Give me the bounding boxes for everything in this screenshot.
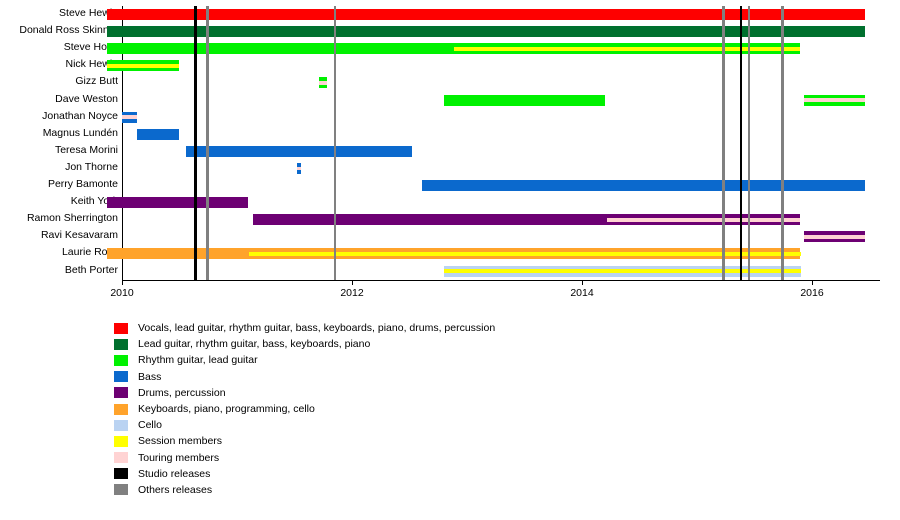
membership-bar <box>107 26 865 38</box>
x-axis-tick <box>582 280 583 285</box>
touring-member-stripe <box>296 166 302 171</box>
touring-member-stripe <box>607 217 801 222</box>
legend-color-swatch <box>114 484 128 496</box>
legend-color-swatch <box>114 419 128 431</box>
member-label: Steve Hove <box>63 41 118 54</box>
legend: Vocals, lead guitar, rhythm guitar, bass… <box>114 320 495 498</box>
member-label: Teresa Morini <box>54 143 118 156</box>
legend-item-label: Vocals, lead guitar, rhythm guitar, bass… <box>138 322 496 335</box>
legend-item-label: Studio releases <box>138 467 211 480</box>
legend-color-swatch <box>114 435 128 447</box>
legend-item: Studio releases <box>114 466 495 482</box>
membership-bar <box>107 197 249 209</box>
legend-item-label: Session members <box>138 435 223 448</box>
x-axis-tick <box>352 280 353 285</box>
x-axis-tick <box>122 280 123 285</box>
member-label: Ravi Kesavaram <box>40 229 118 242</box>
legend-color-swatch <box>114 452 128 464</box>
legend-item-label: Cello <box>138 419 162 432</box>
touring-member-stripe <box>318 81 327 85</box>
member-label: Beth Porter <box>64 263 118 276</box>
member-label: Steve Hewitt <box>59 7 118 19</box>
legend-item-label: Others releases <box>138 483 213 496</box>
legend-item: Touring members <box>114 450 495 466</box>
session-member-stripe <box>248 252 801 256</box>
membership-bar <box>422 180 865 192</box>
legend-item-label: Keyboards, piano, programming, cello <box>138 403 315 416</box>
legend-color-swatch <box>114 354 128 366</box>
member-label: Jonathan Noyce <box>42 109 118 122</box>
legend-item: Keyboards, piano, programming, cello <box>114 401 495 417</box>
legend-item: Vocals, lead guitar, rhythm guitar, bass… <box>114 320 495 336</box>
touring-member-stripe <box>122 115 137 119</box>
others-release-line <box>747 6 751 280</box>
legend-color-swatch <box>114 371 128 383</box>
member-label: Donald Ross Skinner <box>19 24 118 37</box>
legend-item: Bass <box>114 369 495 385</box>
membership-bar <box>136 128 180 140</box>
member-label: Gizz Butt <box>75 75 118 88</box>
legend-item: Drums, percussion <box>114 385 495 401</box>
legend-item-label: Lead guitar, rhythm guitar, bass, keyboa… <box>138 338 371 351</box>
touring-member-stripe <box>803 98 865 102</box>
others-release-line <box>205 6 209 280</box>
member-label: Nick Hewitt <box>65 58 118 71</box>
member-label-column: Steve Hewitt Donald Ross Skinner Steve Hov… <box>0 6 118 280</box>
legend-color-swatch <box>114 322 128 334</box>
legend-item-label: Rhythm guitar, lead guitar <box>138 354 258 367</box>
membership-bar <box>107 9 865 21</box>
studio-release-line <box>739 6 743 280</box>
legend-item-label: Bass <box>138 370 162 383</box>
membership-bar <box>444 94 605 106</box>
legend-color-swatch <box>114 387 128 399</box>
legend-color-swatch <box>114 338 128 350</box>
x-axis-tick <box>812 280 813 285</box>
others-release-line <box>722 6 725 280</box>
x-axis-tick-label: 2016 <box>800 287 824 299</box>
x-axis-tick-label: 2012 <box>340 287 364 299</box>
session-member-stripe <box>444 269 801 273</box>
legend-color-swatch <box>114 403 128 415</box>
membership-bar <box>186 145 412 157</box>
x-axis-tick-label: 2010 <box>110 287 134 299</box>
legend-item: Cello <box>114 417 495 433</box>
member-label: Perry Bamonte <box>47 178 118 190</box>
legend-item: Rhythm guitar, lead guitar <box>114 352 495 368</box>
legend-item: Session members <box>114 433 495 449</box>
x-axis-tick-label: 2014 <box>570 287 594 299</box>
membership-bar <box>107 43 801 55</box>
legend-item-label: Touring members <box>138 451 220 464</box>
member-label: Dave Weston <box>55 92 118 105</box>
others-release-line <box>780 6 784 280</box>
band-membership-timeline: Steve Hewitt Donald Ross Skinner Steve Hov… <box>0 6 880 299</box>
membership-bar <box>253 214 801 226</box>
legend-item: Others releases <box>114 482 495 498</box>
session-member-stripe <box>454 46 801 51</box>
touring-member-stripe <box>803 235 865 239</box>
legend-item-label: Drums, percussion <box>138 386 226 399</box>
studio-release-line <box>194 6 198 280</box>
x-axis-line <box>122 280 880 281</box>
others-release-line <box>333 6 337 280</box>
member-label: Laurie Ross <box>61 246 118 259</box>
legend-item: Lead guitar, rhythm guitar, bass, keyboa… <box>114 336 495 352</box>
member-label: Keith York <box>70 195 118 208</box>
member-label: Jon Thorne <box>65 160 118 173</box>
member-label: Ramon Sherrington <box>26 212 118 225</box>
session-member-stripe <box>107 64 180 68</box>
y-axis-line <box>122 6 123 280</box>
member-label: Magnus Lundén <box>42 126 118 139</box>
legend-color-swatch <box>114 468 128 480</box>
